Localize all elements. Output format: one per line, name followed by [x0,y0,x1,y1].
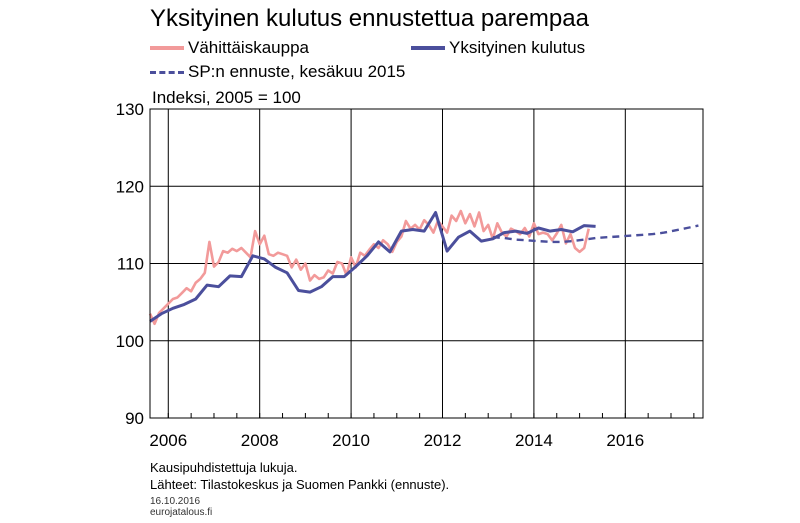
note-seasonally-adjusted: Kausipuhdistettuja lukuja. [150,460,298,475]
y-tick-label-1: 100 [116,332,144,351]
x-axis: 2006 2008 2010 2012 2014 2016 [149,413,695,450]
series-line-0 [148,209,590,326]
x-tick-label-1: 2008 [241,431,279,450]
y-unit-label: Indeksi, 2005 = 100 [152,88,301,107]
x-tick-label-0: 2006 [149,431,187,450]
legend-label-retail: Vähittäiskauppa [188,38,309,57]
grid [150,108,703,419]
legend-swatch-retail [150,46,184,50]
y-tick-label-2: 110 [117,255,144,274]
legend-label-private-consumption: Yksityinen kulutus [449,38,586,57]
legend-label-forecast: SP:n ennuste, kesäkuu 2015 [188,62,406,81]
y-tick-label-4: 130 [116,100,144,119]
x-tick-label-2: 2010 [332,431,370,450]
publish-date: 16.10.2016 [150,496,201,507]
y-axis: 90 100 110 120 130 [116,100,144,428]
legend-item-private-consumption: Yksityinen kulutus [411,38,585,58]
x-tick-label-5: 2016 [606,431,644,450]
legend-item-forecast: SP:n ennuste, kesäkuu 2015 [150,62,405,82]
x-tick-label-3: 2012 [424,431,462,450]
y-tick-label-0: 90 [125,409,144,428]
x-tick-label-4: 2014 [515,431,553,450]
series-line-2 [492,224,699,244]
legend-item-retail: Vähittäiskauppa [150,38,309,58]
source-site: eurojatalous.fi [150,507,213,518]
plot-frame [149,108,704,419]
chart-title: Yksityinen kulutus ennustettua parempaa [150,5,589,32]
y-tick-label-3: 120 [116,177,144,196]
legend-swatch-forecast [150,70,184,74]
legend-swatch-private-consumption [411,46,445,50]
note-sources: Lähteet: Tilastokeskus ja Suomen Pankki … [150,477,450,492]
series-line-1 [149,211,596,323]
series-lines [148,209,699,326]
